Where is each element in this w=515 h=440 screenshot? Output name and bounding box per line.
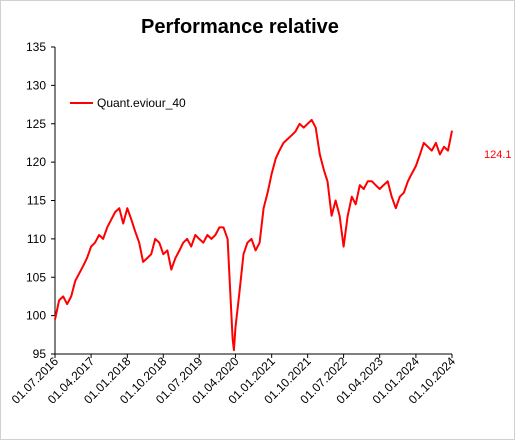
y-tick-label: 130 (26, 78, 46, 92)
y-tick-label: 100 (26, 309, 46, 323)
series-line (54, 118, 453, 352)
y-tick-label: 110 (27, 232, 46, 246)
y-tick-label: 95 (33, 347, 47, 361)
y-axis-ticks: 95 100 105 110 115 120 125 130 135 (26, 40, 55, 361)
last-value-label: 124.1 (484, 149, 512, 161)
y-tick-label: 125 (26, 117, 46, 131)
legend: Quant.eviour_40 (70, 96, 186, 110)
y-tick-label: 135 (26, 40, 46, 54)
chart-title: Performance relative (141, 16, 339, 38)
y-tick-label: 105 (26, 270, 46, 284)
series-layer (54, 118, 453, 352)
legend-label: Quant.eviour_40 (97, 96, 186, 110)
y-tick-label: 120 (26, 155, 46, 169)
y-tick-label: 115 (27, 194, 46, 208)
x-axis-ticks: 01.07.201601.04.201701.01.201801.10.2018… (9, 354, 459, 407)
